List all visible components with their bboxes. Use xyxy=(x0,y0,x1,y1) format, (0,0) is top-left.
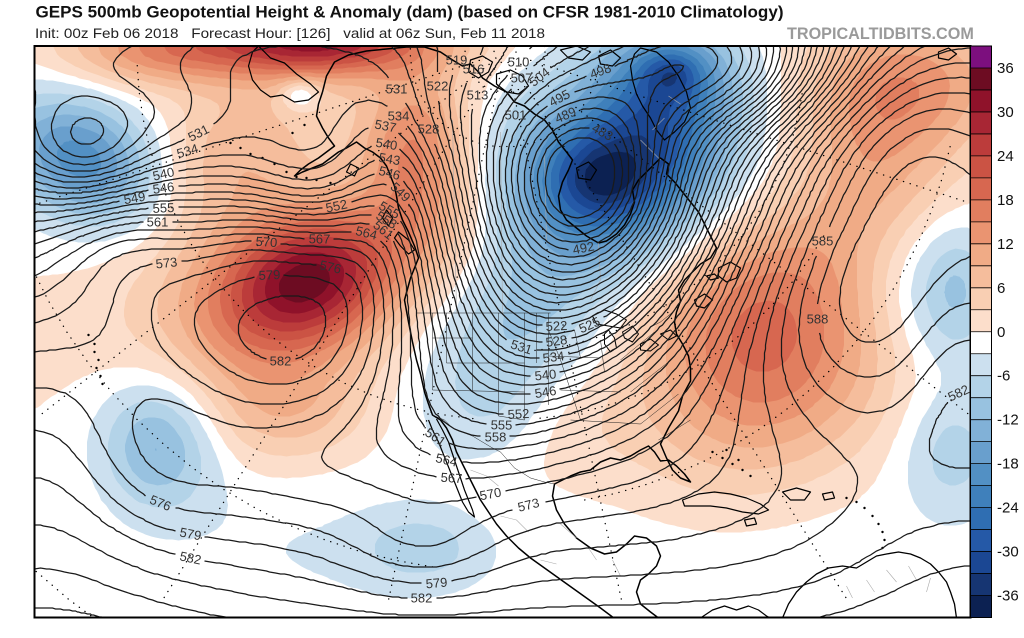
svg-text:552: 552 xyxy=(324,196,348,215)
svg-text:543: 543 xyxy=(378,150,402,169)
svg-text:534: 534 xyxy=(542,348,565,366)
svg-text:579: 579 xyxy=(178,525,202,544)
svg-text:573: 573 xyxy=(155,254,178,271)
svg-text:552: 552 xyxy=(507,406,529,422)
svg-text:-36: -36 xyxy=(997,587,1019,604)
svg-text:555: 555 xyxy=(491,417,513,432)
svg-text:561: 561 xyxy=(147,214,169,229)
svg-text:582: 582 xyxy=(411,590,433,605)
svg-text:507: 507 xyxy=(511,70,533,85)
svg-text:534: 534 xyxy=(388,108,410,123)
svg-text:537: 537 xyxy=(373,117,397,136)
svg-text:588: 588 xyxy=(807,311,829,326)
svg-text:570: 570 xyxy=(255,234,278,250)
svg-text:18: 18 xyxy=(997,192,1014,209)
svg-text:582: 582 xyxy=(178,548,202,567)
svg-text:549: 549 xyxy=(123,189,147,208)
svg-text:-6: -6 xyxy=(997,368,1010,385)
svg-text:540: 540 xyxy=(151,164,176,183)
svg-text:585: 585 xyxy=(812,233,834,248)
svg-text:Init: 00z Feb 06 2018 Foreca: Init: 00z Feb 06 2018 Forecast Hour: [12… xyxy=(35,25,545,41)
svg-text:TROPICALTIDBITS.COM: TROPICALTIDBITS.COM xyxy=(787,25,974,43)
svg-text:558: 558 xyxy=(485,429,507,444)
svg-text:570: 570 xyxy=(478,485,502,504)
svg-text:528: 528 xyxy=(418,121,440,136)
svg-text:516: 516 xyxy=(463,61,485,76)
svg-text:546: 546 xyxy=(534,383,558,401)
svg-text:-24: -24 xyxy=(997,500,1019,517)
svg-text:-30: -30 xyxy=(997,544,1019,561)
svg-text:492: 492 xyxy=(571,239,595,258)
svg-text:555: 555 xyxy=(152,200,174,216)
svg-text:513: 513 xyxy=(467,87,489,102)
svg-text:531: 531 xyxy=(509,336,534,357)
svg-text:519: 519 xyxy=(446,52,468,67)
svg-text:582: 582 xyxy=(270,353,292,368)
svg-text:531: 531 xyxy=(386,81,408,96)
svg-text:6: 6 xyxy=(997,280,1005,297)
svg-text:528: 528 xyxy=(545,332,569,350)
svg-text:0: 0 xyxy=(997,324,1005,341)
svg-text:522: 522 xyxy=(545,318,567,334)
svg-text:24: 24 xyxy=(997,148,1014,165)
svg-text:567: 567 xyxy=(309,231,331,246)
svg-text:540: 540 xyxy=(534,366,557,383)
svg-text:579: 579 xyxy=(258,267,280,283)
svg-text:-12: -12 xyxy=(997,412,1019,429)
svg-text:501: 501 xyxy=(505,107,527,122)
svg-text:510: 510 xyxy=(508,54,530,69)
svg-text:GEPS 500mb Geopotential Height: GEPS 500mb Geopotential Height & Anomaly… xyxy=(36,3,784,22)
svg-text:546: 546 xyxy=(377,163,402,183)
svg-text:522: 522 xyxy=(427,78,449,93)
svg-text:-18: -18 xyxy=(997,456,1019,473)
svg-text:540: 540 xyxy=(375,135,399,153)
svg-text:36: 36 xyxy=(997,60,1014,77)
svg-text:534: 534 xyxy=(175,141,200,161)
svg-text:12: 12 xyxy=(997,236,1014,253)
svg-text:546: 546 xyxy=(152,179,176,197)
svg-text:30: 30 xyxy=(997,104,1014,121)
svg-text:567: 567 xyxy=(440,470,463,486)
svg-text:564: 564 xyxy=(354,223,379,243)
svg-text:576: 576 xyxy=(318,257,343,276)
svg-text:564: 564 xyxy=(434,450,459,469)
svg-text:579: 579 xyxy=(425,575,448,592)
svg-text:573: 573 xyxy=(516,495,541,515)
svg-text:498: 498 xyxy=(588,60,614,82)
